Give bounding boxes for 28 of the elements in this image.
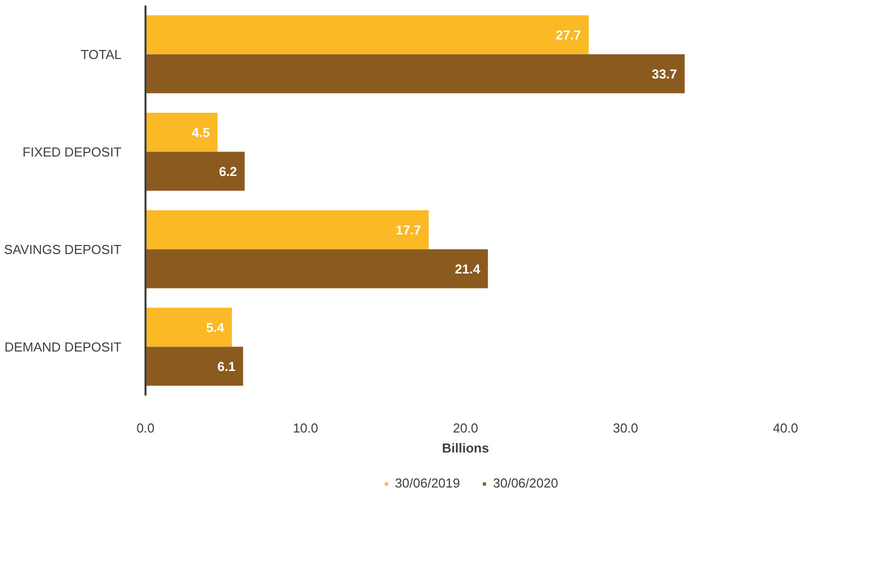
data-label: 33.7	[652, 66, 678, 82]
x-tick-label: 20.0	[452, 420, 478, 436]
data-label: 21.4	[454, 261, 481, 276]
data-label: 6.2	[218, 164, 238, 179]
x-tick-label: 10.0	[292, 420, 318, 436]
data-label: 4.5	[192, 124, 210, 140]
bar	[146, 112, 218, 152]
bar	[146, 346, 244, 386]
x-tick-label: 40.0	[772, 420, 798, 436]
x-tick-label: 30.0	[612, 420, 638, 436]
bar	[146, 54, 685, 94]
data-label: 6.1	[217, 358, 236, 374]
y-tick-label: DEMAND DEPOSIT	[4, 339, 122, 354]
bar	[146, 15, 589, 54]
data-label: 5.4	[206, 320, 225, 335]
data-label: 17.7	[396, 222, 422, 238]
legend-label: 30/06/2020	[493, 476, 558, 490]
bar	[146, 152, 245, 191]
x-tick-label: 0.0	[136, 420, 155, 436]
y-tick-label: SAVINGS DEPOSIT	[4, 242, 122, 257]
y-tick-label: TOTAL	[80, 46, 122, 62]
y-tick-label: FIXED DEPOSIT	[22, 144, 122, 160]
bar	[146, 308, 232, 347]
legend-label: 30/06/2019	[394, 476, 460, 490]
x-axis-title: Billions	[442, 440, 489, 456]
data-label: 27.7	[556, 27, 582, 42]
bar	[146, 210, 429, 250]
bar	[146, 249, 488, 288]
